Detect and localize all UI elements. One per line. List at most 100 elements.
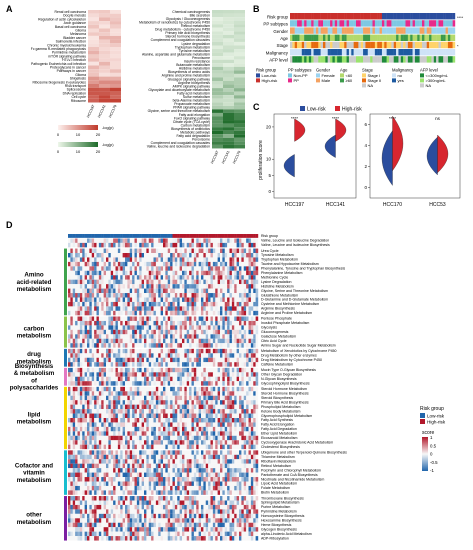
heat-cell [174, 426, 178, 432]
heat-cell [231, 343, 235, 348]
heat-cell [163, 376, 166, 382]
heat-cell [223, 105, 234, 110]
heat-cell [106, 381, 109, 386]
heat-cell [129, 261, 133, 267]
heat-cell [177, 257, 180, 262]
heat-cell [68, 270, 71, 276]
heat-cell [158, 334, 161, 339]
heat-cell [89, 395, 92, 401]
annotation-cell [431, 49, 434, 56]
heat-cell [144, 459, 147, 464]
heat-cell [134, 435, 138, 441]
heat-cell [243, 348, 247, 354]
heat-cell [148, 306, 152, 311]
heat-cell [155, 353, 159, 358]
heat-cell [255, 435, 259, 441]
heat-cell [75, 257, 78, 262]
heat-cell [231, 253, 235, 258]
risk-row-label: Risk group [261, 234, 278, 238]
heat-cell [193, 409, 197, 414]
heat-cell [91, 404, 95, 410]
heat-cell [170, 253, 173, 258]
heat-cell [203, 248, 206, 253]
heat-cell [101, 334, 104, 339]
annotation-cell [433, 56, 437, 63]
heat-cell [79, 418, 83, 423]
heat-cell [215, 440, 218, 445]
annotation-cell [294, 49, 298, 56]
heat-cell [99, 24, 110, 29]
y-tick-label: 20 [266, 124, 272, 129]
heat-cell [77, 348, 81, 354]
heat-cell [201, 320, 204, 326]
heat-cell [174, 400, 178, 405]
heat-cell [125, 459, 128, 464]
heat-cell [160, 343, 164, 348]
heat-cell [117, 310, 121, 316]
heat-cell [148, 395, 152, 401]
heat-cell [186, 376, 190, 382]
heat-cell [239, 306, 242, 311]
heat-cell [191, 266, 195, 271]
annotation-cell [365, 27, 368, 34]
heat-cell [234, 81, 245, 85]
heat-cell [234, 66, 245, 71]
heat-cell [243, 343, 247, 348]
heat-cell [136, 404, 140, 410]
heat-cell [191, 395, 195, 401]
heat-cell [160, 270, 164, 276]
heat-cell [120, 459, 123, 464]
heat-cell [87, 279, 90, 285]
heat-cell [170, 334, 173, 339]
heat-cell [91, 422, 95, 427]
heat-cell [134, 306, 138, 311]
heat-cell [110, 76, 121, 81]
heat-cell [212, 400, 216, 405]
heat-cell [231, 431, 235, 436]
heat-cell [234, 343, 237, 348]
heat-cell [253, 284, 256, 289]
heat-cell [72, 320, 76, 326]
heat-cell [177, 329, 180, 335]
annotation-cell [294, 56, 298, 63]
heat-cell [110, 91, 121, 96]
heat-cell [253, 391, 256, 396]
heat-cell [223, 109, 234, 113]
heat-cell [91, 435, 95, 441]
heat-cell [88, 32, 99, 36]
heat-cell [151, 266, 154, 271]
heat-cell [201, 376, 204, 382]
heat-cell [177, 248, 180, 253]
heat-cell [163, 301, 166, 307]
annotation-cell [396, 27, 399, 34]
heat-cell [129, 422, 133, 427]
annotation-cell [440, 41, 444, 49]
heat-cell [146, 454, 149, 460]
heat-cell [198, 459, 202, 464]
heat-cell [182, 404, 185, 410]
heat-cell [160, 238, 164, 243]
heat-cell [191, 253, 195, 258]
heat-cell [234, 59, 245, 64]
group-title: drug [27, 351, 41, 358]
heat-cell [212, 329, 216, 335]
annotation-cell [337, 20, 340, 27]
heat-cell [196, 266, 199, 271]
heat-cell [177, 418, 180, 423]
annotation-cell [424, 41, 427, 49]
heat-cell [103, 454, 107, 460]
heat-cell [108, 454, 111, 460]
heat-cell [182, 320, 185, 326]
annotation-cell [372, 41, 376, 49]
heat-cell [75, 306, 78, 311]
heat-cell [239, 372, 242, 377]
heat-cell [170, 418, 173, 423]
heat-cell [234, 84, 245, 89]
heat-cell [136, 288, 140, 294]
heat-cell [106, 257, 109, 262]
heat-cell [241, 459, 244, 464]
heat-cell [94, 400, 97, 405]
heat-cell [208, 310, 211, 316]
heat-cell [198, 275, 202, 280]
